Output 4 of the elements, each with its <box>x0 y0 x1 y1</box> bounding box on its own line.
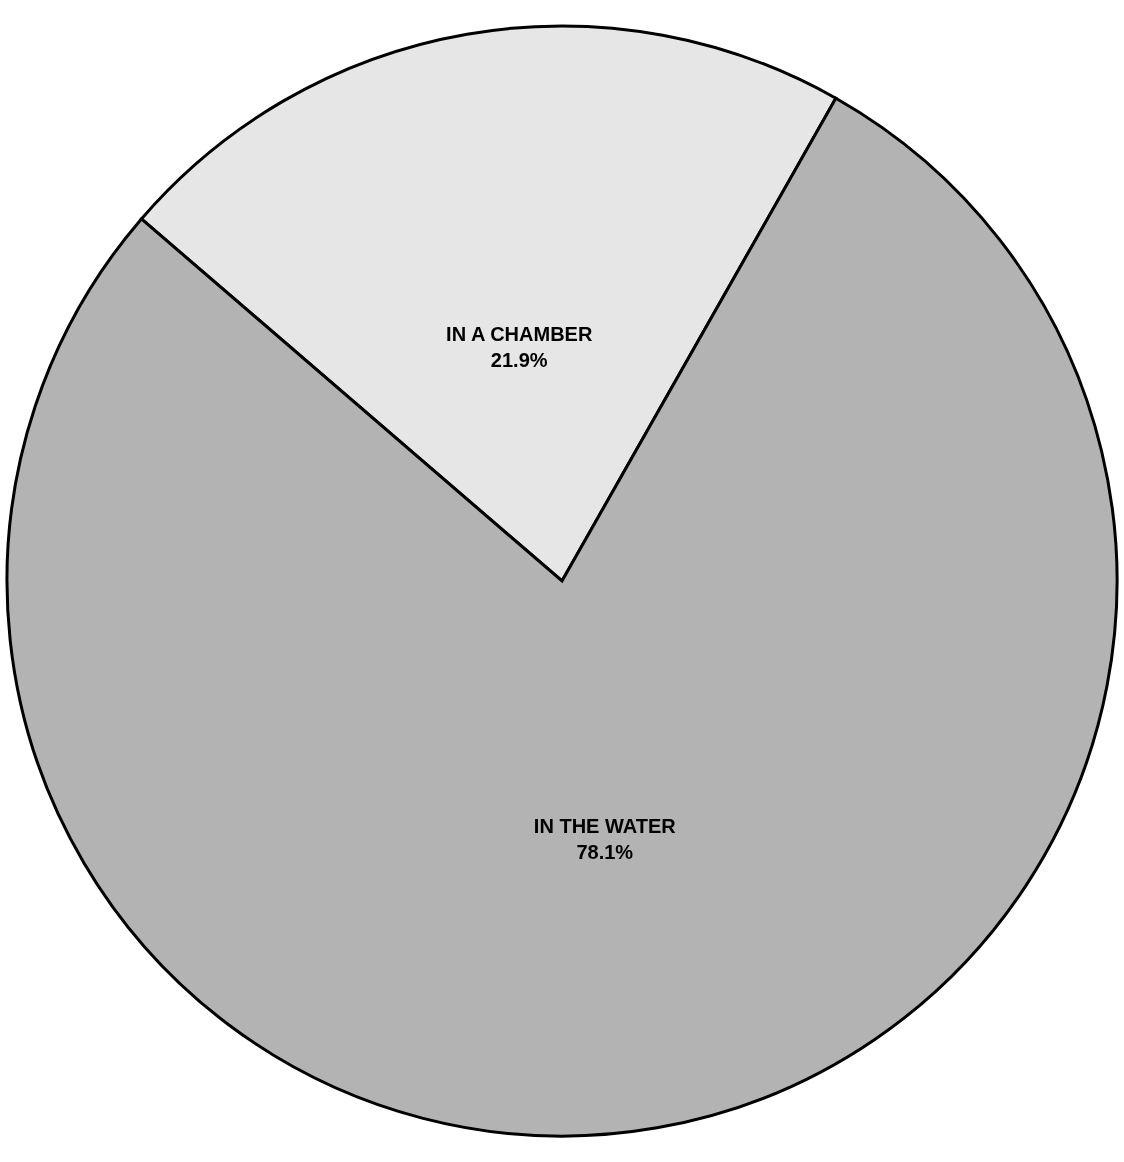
slice-label: IN THE WATER <box>533 815 677 838</box>
data-label: 78.1% <box>576 841 634 864</box>
data-label: 21.9% <box>490 348 548 371</box>
slice-label: IN A CHAMBER <box>446 322 593 345</box>
